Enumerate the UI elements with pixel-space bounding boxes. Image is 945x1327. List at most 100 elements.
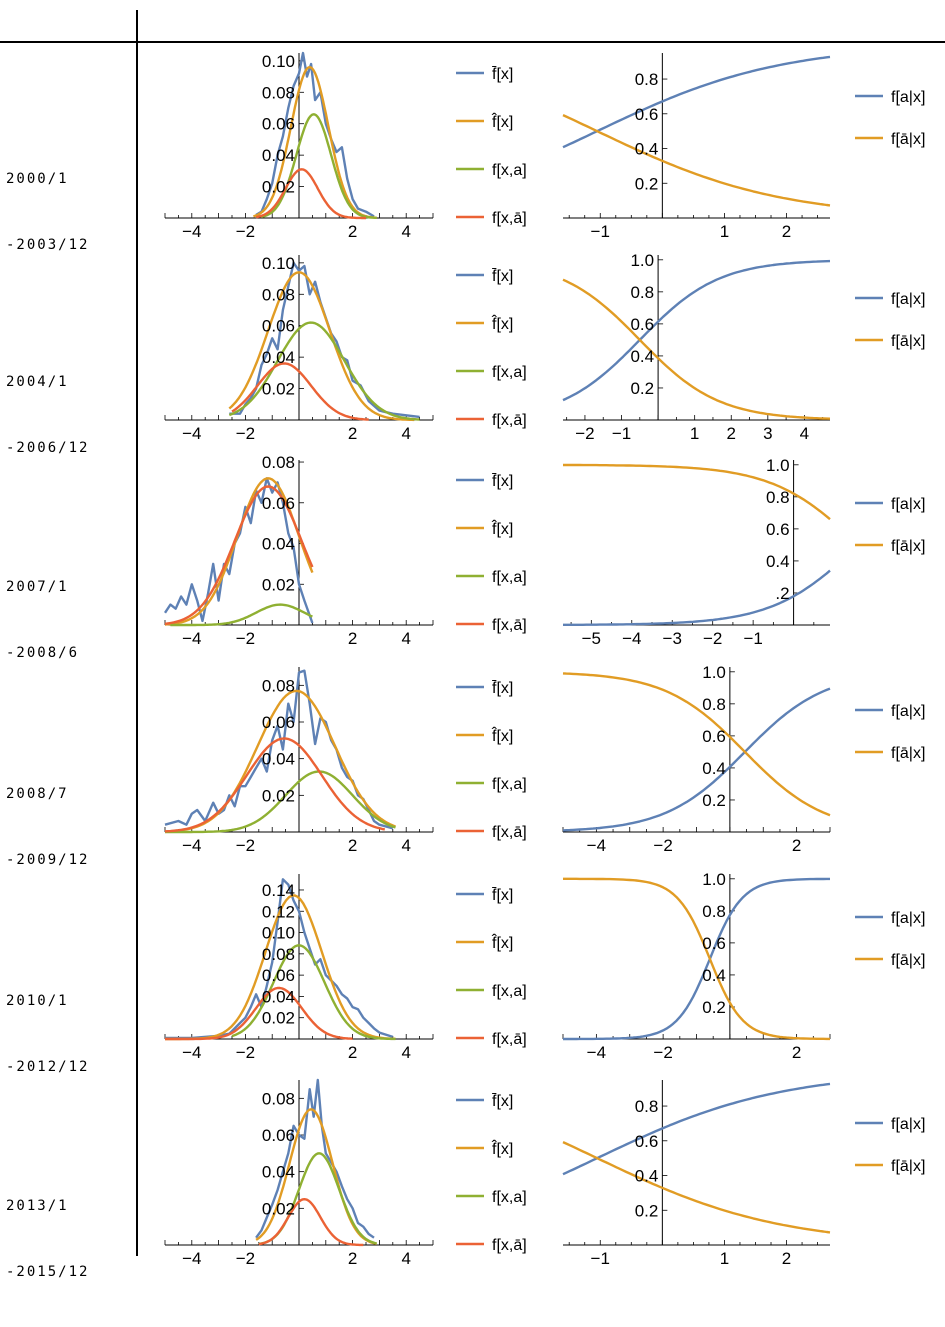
series-line-1 (562, 1082, 831, 1176)
density-plot: −4 −2 2 4 0.02 0.04 0.06 0.08 (164, 1078, 434, 1268)
y-tick-label: 0.4 (702, 966, 726, 985)
x-tick-label: 2 (348, 1249, 357, 1268)
density-plot: −4 −2 2 4 0.02 0.04 0.06 0.08 0.10 (164, 51, 434, 241)
chart-row-5: −4 −2 2 4 0.02 0.04 0.06 0.08 0.10 0.12 0.14 −4 −2 2 0… (164, 870, 925, 1062)
x-tick-label: −4 (182, 424, 201, 443)
series-line-1 (562, 55, 831, 149)
y-tick-label: 0.4 (630, 347, 654, 366)
row-label-1: 2000/1 -2003/12 (6, 124, 89, 300)
y-tick-label: 0.06 (262, 1126, 295, 1145)
posterior-plot: −5 −4 −3 −2 −1 .2 0.4 0.6 0.8 1.0 (563, 456, 831, 648)
row-label-line1: 2000/1 (6, 171, 69, 187)
legend-label: f[x,a] (492, 776, 527, 793)
x-tick-label: 2 (348, 836, 357, 855)
row-label-line1: 2007/1 (6, 579, 69, 595)
y-tick-label: 0.04 (262, 535, 295, 554)
y-tick-label: 0.08 (262, 945, 295, 964)
y-tick-label: 1.0 (766, 456, 790, 475)
y-tick-label: 0.6 (635, 1132, 659, 1151)
x-tick-label: 4 (401, 836, 410, 855)
chart-row-2: −4 −2 2 4 0.02 0.04 0.06 0.08 0.10 −2 −1 1 2 3 4 0.2 0.4… (164, 251, 925, 443)
series-line-1 (563, 569, 831, 626)
row-label-line1: 2010/1 (6, 993, 69, 1009)
legend-label: f̂[x] (491, 1138, 513, 1158)
y-tick-label: 0.10 (262, 254, 295, 273)
y-tick-label: 0.04 (262, 146, 295, 165)
legend-label: f[ā|x] (891, 131, 925, 148)
y-tick-label: 0.06 (262, 713, 295, 732)
legend-label: f[a|x] (891, 910, 925, 927)
y-tick-label: 0.4 (766, 552, 790, 571)
legend-label: f̄[x] (491, 66, 513, 83)
x-tick-label: 2 (348, 1043, 357, 1062)
series-line-2 (253, 66, 377, 219)
legend-label: f̂[x] (491, 725, 513, 745)
legend-label: f̄[x] (491, 473, 513, 490)
row-label-2: 2004/1 -2006/12 (6, 327, 89, 503)
legend-label: f̂[x] (491, 518, 513, 538)
series-line-2 (562, 278, 831, 420)
density-plot: −4 −2 2 4 0.02 0.04 0.06 0.08 (164, 667, 434, 855)
y-tick-label: 0.6 (630, 315, 654, 334)
row-label-line1: 2013/1 (6, 1198, 69, 1214)
row-label-4: 2008/7 -2009/12 (6, 739, 89, 915)
x-tick-label: 4 (401, 1249, 410, 1268)
x-tick-label: −5 (582, 629, 601, 648)
y-tick-label: 0.02 (262, 380, 295, 399)
x-tick-label: 3 (763, 424, 772, 443)
x-tick-label: −3 (663, 629, 682, 648)
legend-label: f[ā|x] (891, 538, 925, 555)
x-tick-label: −1 (591, 222, 610, 241)
y-tick-label: 0.2 (630, 379, 654, 398)
x-tick-label: −2 (703, 629, 722, 648)
density-legend: f̄[x] f̂[x] f[x,a] f[x,ā] (456, 268, 527, 429)
posterior-plot: −1 1 2 0.2 0.4 0.6 0.8 (562, 1080, 831, 1268)
row-label-line2: -2009/12 (6, 852, 90, 868)
legend-label: f̄[x] (491, 680, 513, 697)
legend-label: f[a|x] (891, 496, 925, 513)
y-tick-label: 0.8 (702, 695, 726, 714)
y-tick-label: 1.0 (702, 663, 726, 682)
y-tick-label: 0.04 (262, 348, 295, 367)
x-tick-label: 2 (792, 1043, 801, 1062)
series-line-4 (231, 362, 369, 421)
legend-label: f̂[x] (491, 111, 513, 131)
x-tick-label: −2 (653, 1043, 672, 1062)
legend-label: f[a|x] (891, 703, 925, 720)
x-tick-label: 2 (782, 222, 791, 241)
legend-label: f[x,ā] (492, 1031, 527, 1048)
series-line-4 (164, 485, 314, 625)
series-line-1 (255, 51, 375, 218)
y-tick-label: 0.06 (262, 115, 295, 134)
y-tick-label: 0.02 (262, 575, 295, 594)
series-line-1 (165, 878, 394, 1040)
x-tick-label: 2 (348, 629, 357, 648)
series-line-4 (258, 1198, 364, 1247)
series-line-3 (228, 321, 420, 421)
x-tick-label: −4 (182, 836, 201, 855)
row-label-line1: 2008/7 (6, 786, 69, 802)
results-table: 2000/1 -2003/12 2004/1 -2006/12 2007/1 -… (0, 10, 945, 1280)
legend-label: f̂[x] (491, 932, 513, 952)
row-label-3: 2007/1 -2008/6 (6, 532, 79, 708)
legend-label: f[x,ā] (492, 210, 527, 227)
legend-label: f[a|x] (891, 89, 925, 106)
y-tick-label: 0.08 (262, 83, 295, 102)
posterior-plot: −2 −1 1 2 3 4 0.2 0.4 0.6 0.8 1.0 (562, 251, 831, 443)
legend-label: f[x,a] (492, 162, 527, 179)
series-line-4 (165, 986, 353, 1041)
x-tick-label: −4 (587, 836, 606, 855)
legend-label: f[ā|x] (891, 745, 925, 762)
series-line-3 (231, 944, 396, 1041)
x-tick-label: −4 (587, 1043, 606, 1062)
y-tick-label: 0.6 (702, 727, 726, 746)
series-line-2 (562, 114, 831, 207)
series-line-2 (228, 271, 415, 422)
y-tick-label: 1.0 (702, 870, 726, 889)
x-tick-label: 4 (401, 222, 410, 241)
y-tick-label: 0.2 (635, 174, 659, 193)
density-plot: −4 −2 2 4 0.02 0.04 0.06 0.08 0.10 (164, 254, 434, 443)
y-tick-label: 0.4 (635, 1167, 659, 1186)
x-tick-label: 2 (792, 836, 801, 855)
x-tick-label: −4 (182, 629, 201, 648)
